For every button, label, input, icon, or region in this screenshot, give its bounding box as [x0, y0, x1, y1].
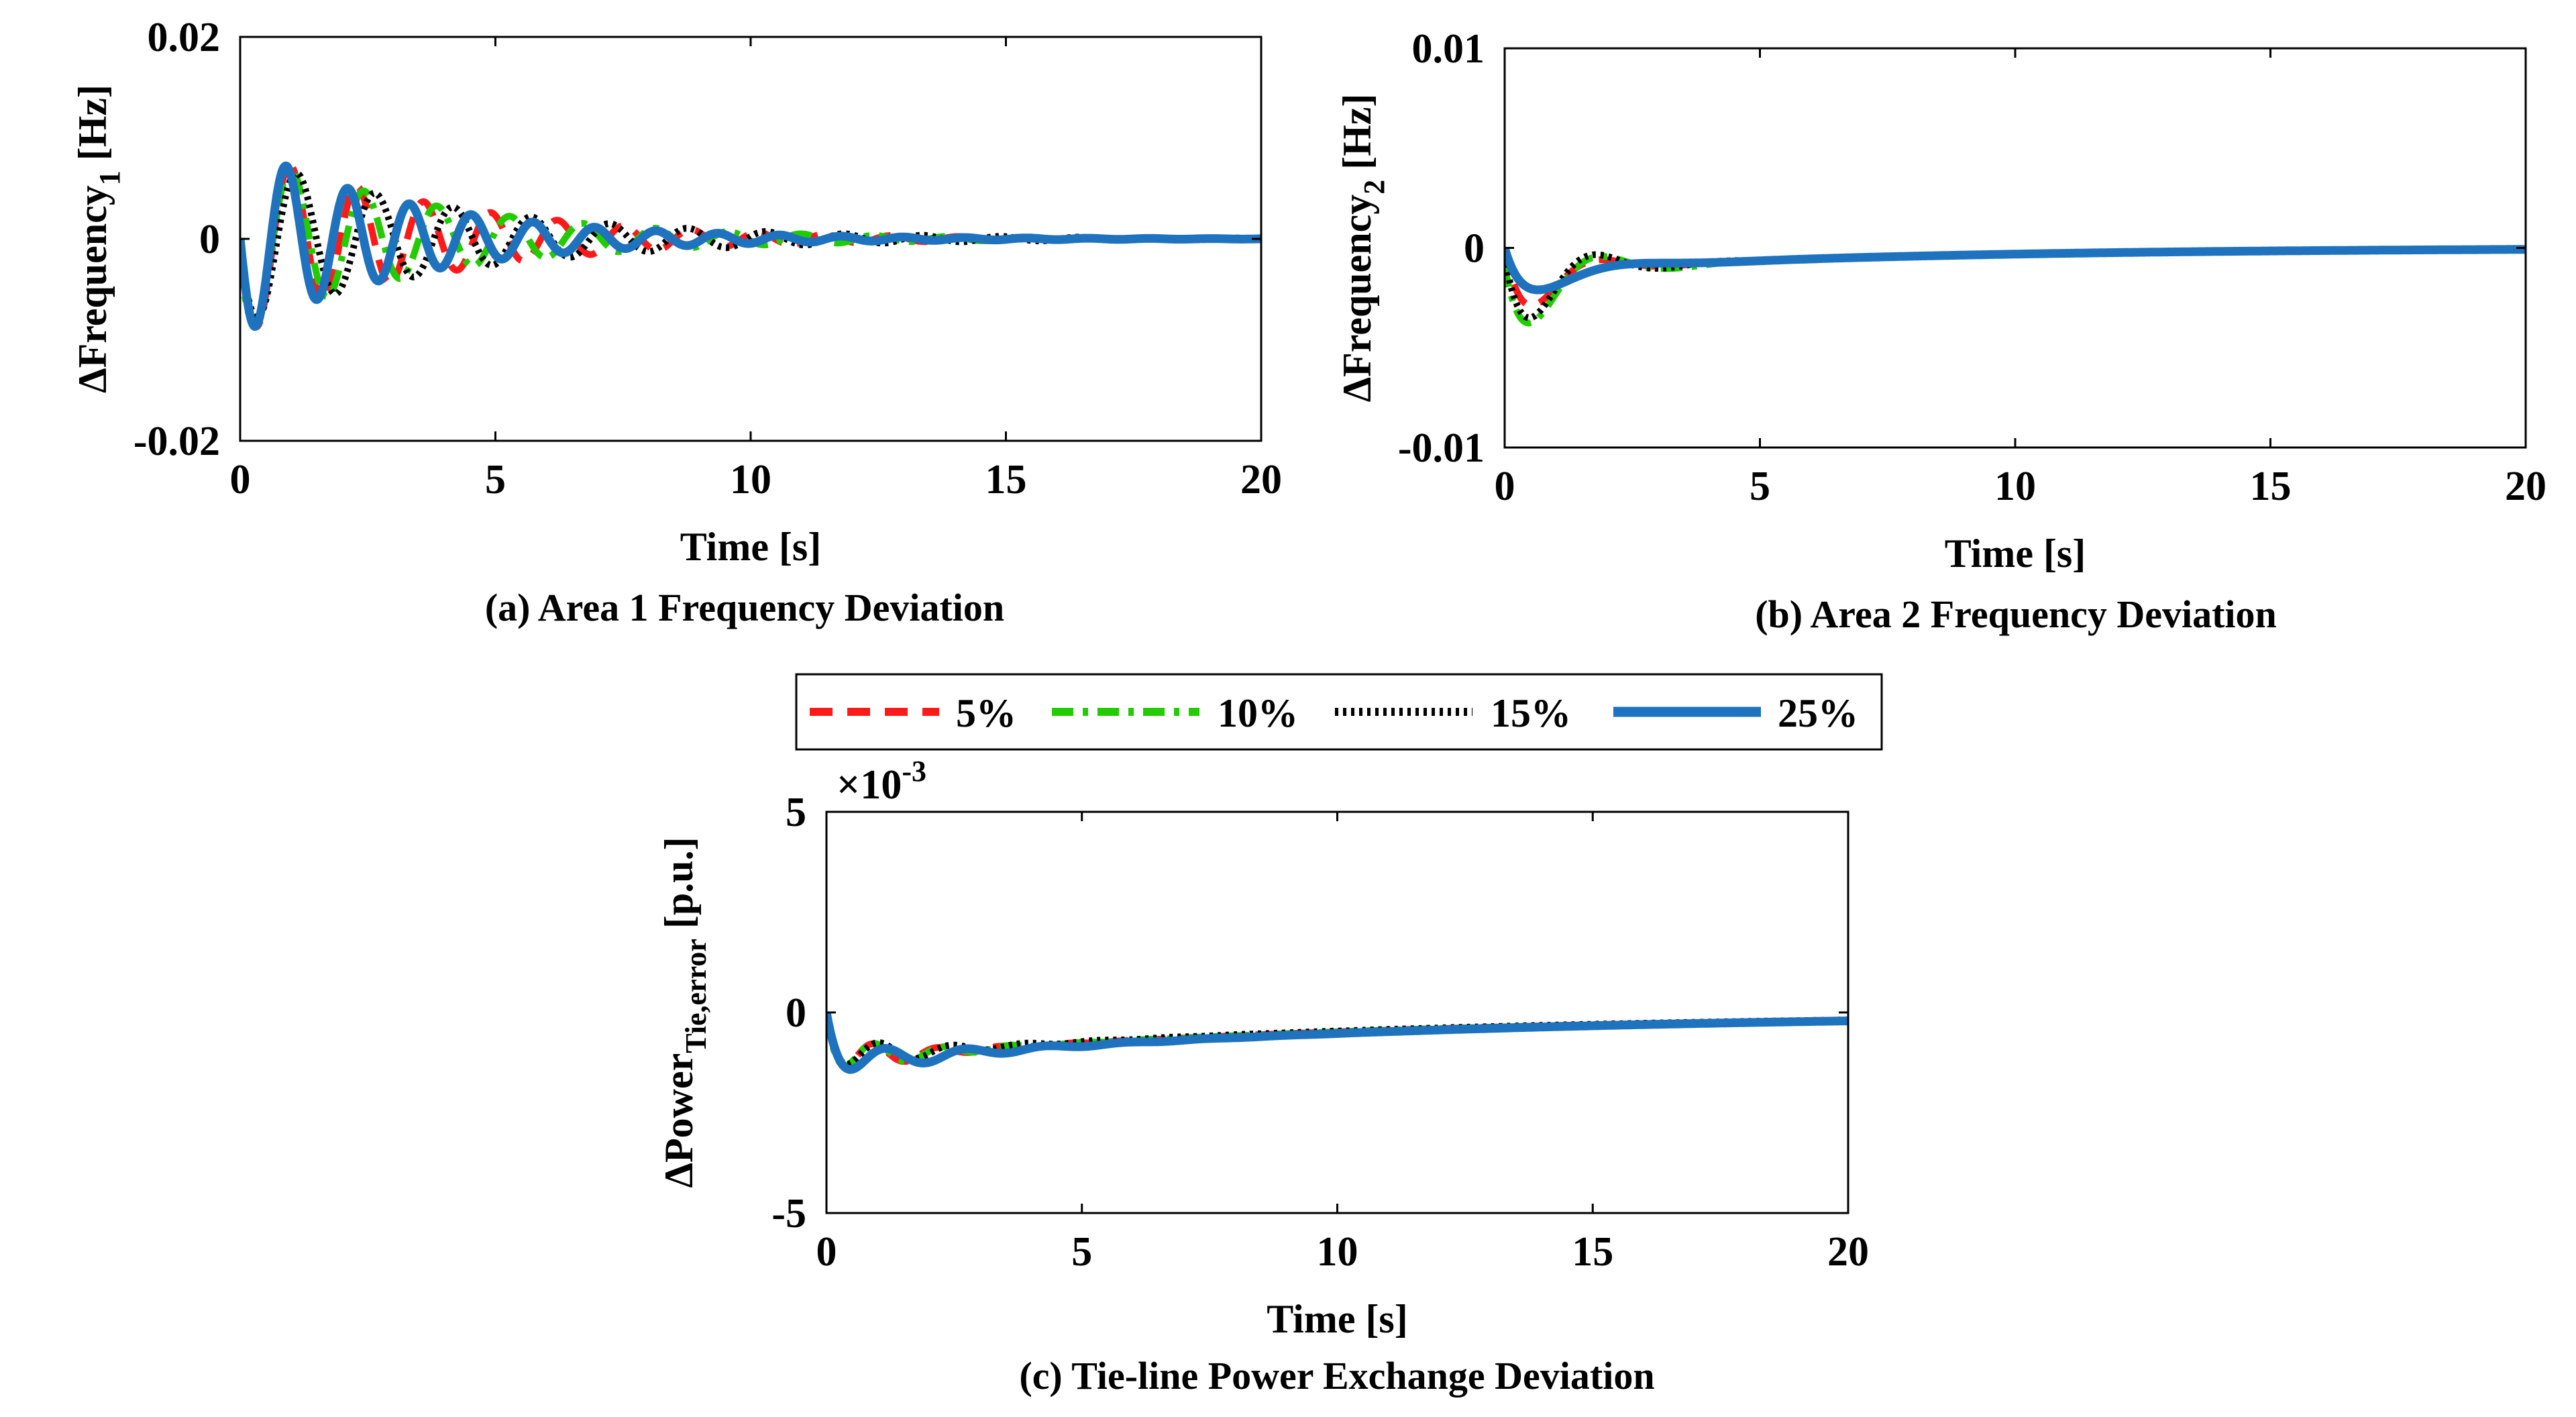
- x-tick-label: 20: [1827, 1229, 1869, 1275]
- x-axis-label: Time [s]: [1267, 1297, 1408, 1341]
- y-tick-label: 0.01: [1412, 26, 1485, 72]
- series-line-25pct: [240, 161, 1261, 331]
- x-axis-label: Time [s]: [680, 525, 822, 569]
- y-exponent-label: ×10-3: [837, 755, 926, 808]
- x-tick-label: 0: [1495, 464, 1515, 509]
- y-tick-label: -5: [771, 1191, 806, 1237]
- x-tick-label: 0: [230, 457, 251, 503]
- x-tick-label: 15: [1572, 1229, 1613, 1275]
- y-axis-label: ΔFrequency2 [Hz]: [1335, 93, 1391, 402]
- x-axis-label: Time [s]: [1945, 531, 2086, 576]
- chart-caption: (b) Area 2 Frequency Deviation: [1755, 592, 2277, 636]
- y-tick-label: -0.01: [1398, 425, 1485, 471]
- series-line-25pct: [826, 1011, 1848, 1074]
- x-tick-label: 5: [1750, 464, 1770, 509]
- y-tick-label: 0: [199, 217, 220, 262]
- x-tick-label: 20: [2505, 464, 2546, 509]
- x-tick-label: 15: [985, 457, 1027, 503]
- y-axis-label: ΔPowerTie,error [p.u.]: [657, 837, 712, 1188]
- y-tick-label: -0.02: [133, 419, 220, 464]
- x-tick-label: 20: [1240, 457, 1282, 503]
- series-group: [1505, 245, 2526, 327]
- series-group: [240, 161, 1261, 331]
- series-group: [826, 1011, 1848, 1074]
- plot-area: [826, 812, 1848, 1213]
- x-tick-label: 10: [730, 457, 771, 503]
- x-tick-label: 0: [816, 1229, 837, 1275]
- legend-label: 25%: [1778, 691, 1858, 735]
- series-line-25pct: [1505, 245, 2526, 295]
- x-tick-label: 5: [485, 457, 506, 503]
- x-tick-label: 10: [1317, 1229, 1358, 1275]
- x-tick-label: 10: [1994, 464, 2036, 509]
- legend: 5% 10% 15% 25%: [795, 673, 1883, 751]
- x-tick-label: 15: [2250, 464, 2292, 509]
- legend-label: 15%: [1491, 691, 1571, 735]
- legend-label: 5%: [956, 691, 1016, 735]
- x-tick-label: 5: [1071, 1229, 1092, 1275]
- y-tick-label: 0.02: [148, 15, 221, 60]
- y-axis-label: ΔFrequency1 [Hz]: [70, 85, 126, 393]
- chart-caption: (c) Tie-line Power Exchange Deviation: [1019, 1354, 1654, 1398]
- y-tick-label: 0: [786, 990, 806, 1036]
- legend-label: 10%: [1218, 691, 1298, 735]
- chart-caption: (a) Area 1 Frequency Deviation: [485, 586, 1004, 629]
- y-tick-label: 0: [1464, 226, 1485, 272]
- y-tick-label: 5: [786, 790, 806, 835]
